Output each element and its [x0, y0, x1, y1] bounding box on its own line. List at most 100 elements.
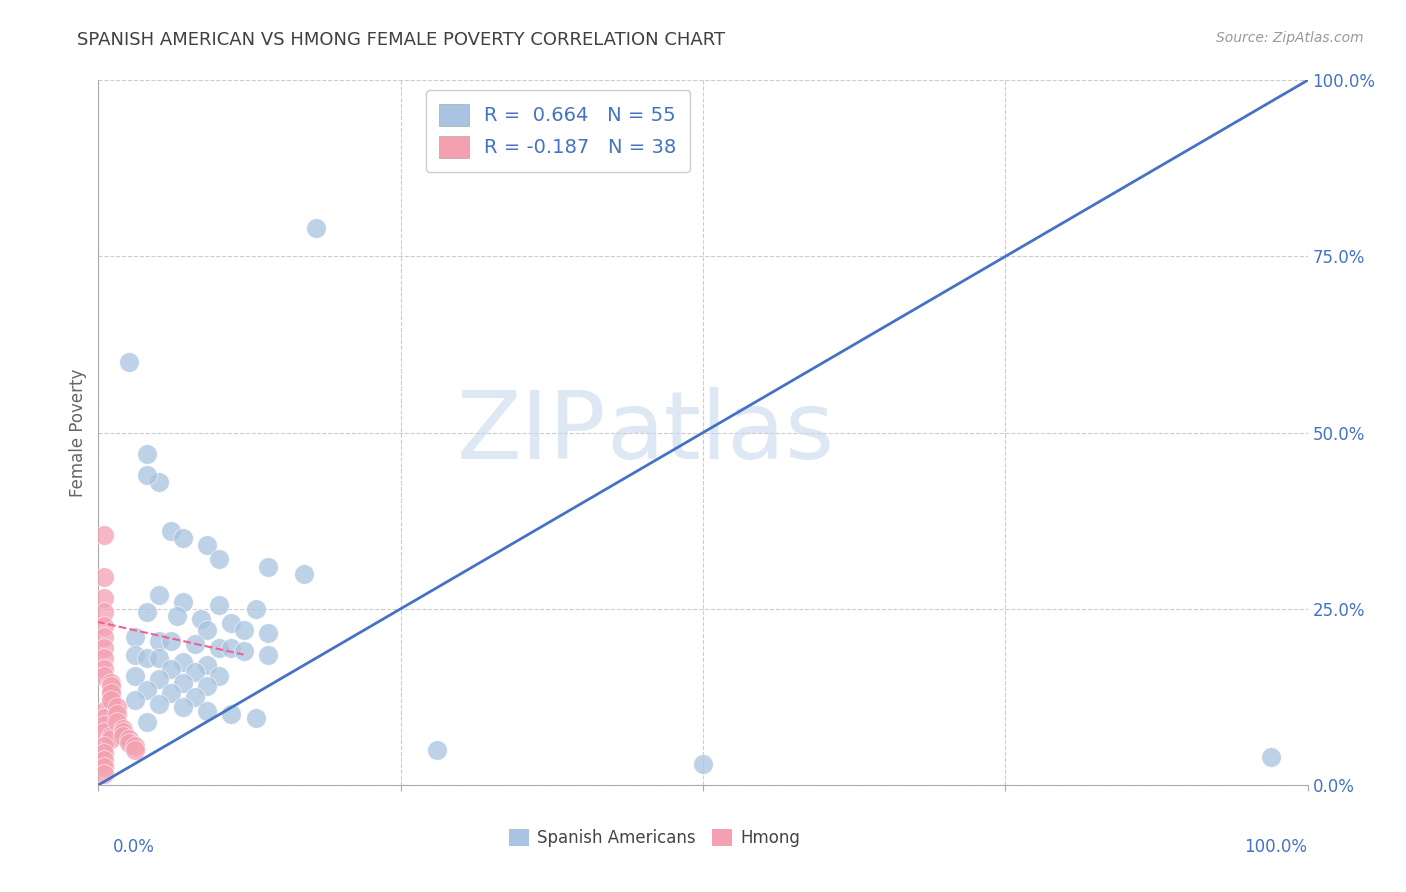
- Point: [111, 729, 134, 743]
- Point: [256, 648, 278, 662]
- Point: [208, 640, 231, 655]
- Point: [135, 651, 157, 665]
- Point: [93, 711, 115, 725]
- Point: [232, 644, 254, 658]
- Point: [245, 601, 267, 615]
- Point: [100, 729, 122, 743]
- Point: [105, 700, 128, 714]
- Text: SPANISH AMERICAN VS HMONG FEMALE POVERTY CORRELATION CHART: SPANISH AMERICAN VS HMONG FEMALE POVERTY…: [77, 31, 725, 49]
- Point: [160, 633, 183, 648]
- Legend: Spanish Americans, Hmong: Spanish Americans, Hmong: [502, 822, 807, 855]
- Text: ZIP: ZIP: [457, 386, 606, 479]
- Point: [148, 633, 170, 648]
- Point: [124, 648, 146, 662]
- Point: [148, 588, 170, 602]
- Point: [93, 591, 115, 606]
- Point: [135, 605, 157, 619]
- Point: [93, 669, 115, 683]
- Point: [124, 693, 146, 707]
- Point: [184, 690, 207, 704]
- Point: [93, 718, 115, 732]
- Point: [100, 682, 122, 697]
- Point: [93, 760, 115, 774]
- Point: [195, 679, 218, 693]
- Point: [93, 640, 115, 655]
- Point: [93, 651, 115, 665]
- Point: [195, 658, 218, 673]
- Point: [100, 732, 122, 747]
- Point: [166, 608, 188, 623]
- Point: [93, 725, 115, 739]
- Point: [93, 746, 115, 760]
- Point: [93, 605, 115, 619]
- Point: [118, 732, 141, 747]
- Point: [93, 767, 115, 781]
- Point: [148, 651, 170, 665]
- Point: [221, 615, 243, 630]
- Point: [172, 655, 194, 669]
- Point: [135, 467, 157, 482]
- Point: [160, 686, 183, 700]
- Text: Source: ZipAtlas.com: Source: ZipAtlas.com: [1216, 31, 1364, 45]
- Point: [93, 570, 115, 584]
- Point: [221, 707, 243, 722]
- Point: [184, 665, 207, 680]
- Point: [232, 623, 254, 637]
- Point: [160, 524, 183, 539]
- Point: [172, 675, 194, 690]
- Y-axis label: Female Poverty: Female Poverty: [69, 368, 87, 497]
- Point: [105, 714, 128, 729]
- Point: [105, 707, 128, 722]
- Point: [208, 599, 231, 613]
- Text: atlas: atlas: [606, 386, 835, 479]
- Point: [118, 736, 141, 750]
- Point: [172, 700, 194, 714]
- Point: [100, 679, 122, 693]
- Point: [100, 697, 122, 711]
- Point: [135, 682, 157, 697]
- Point: [208, 669, 231, 683]
- Point: [124, 739, 146, 754]
- Point: [1260, 749, 1282, 764]
- Point: [256, 626, 278, 640]
- Point: [111, 725, 134, 739]
- Point: [245, 711, 267, 725]
- Point: [93, 739, 115, 754]
- Point: [93, 753, 115, 767]
- Point: [93, 630, 115, 644]
- Point: [208, 552, 231, 566]
- Point: [256, 559, 278, 574]
- Text: 100.0%: 100.0%: [1244, 838, 1308, 856]
- Point: [93, 619, 115, 633]
- Point: [195, 704, 218, 718]
- Point: [135, 714, 157, 729]
- Point: [172, 595, 194, 609]
- Point: [426, 742, 449, 756]
- Point: [292, 566, 315, 581]
- Point: [135, 447, 157, 461]
- Point: [148, 697, 170, 711]
- Point: [124, 630, 146, 644]
- Point: [692, 756, 714, 771]
- Point: [221, 640, 243, 655]
- Point: [100, 675, 122, 690]
- Point: [93, 704, 115, 718]
- Point: [195, 538, 218, 552]
- Point: [160, 662, 183, 676]
- Text: 0.0%: 0.0%: [112, 838, 155, 856]
- Point: [100, 690, 122, 704]
- Point: [172, 532, 194, 546]
- Point: [118, 355, 141, 369]
- Point: [111, 722, 134, 736]
- Point: [195, 623, 218, 637]
- Point: [148, 673, 170, 687]
- Point: [184, 637, 207, 651]
- Point: [305, 221, 328, 235]
- Point: [124, 742, 146, 756]
- Point: [190, 612, 212, 626]
- Point: [93, 662, 115, 676]
- Point: [93, 528, 115, 542]
- Point: [148, 475, 170, 489]
- Point: [100, 686, 122, 700]
- Point: [100, 693, 122, 707]
